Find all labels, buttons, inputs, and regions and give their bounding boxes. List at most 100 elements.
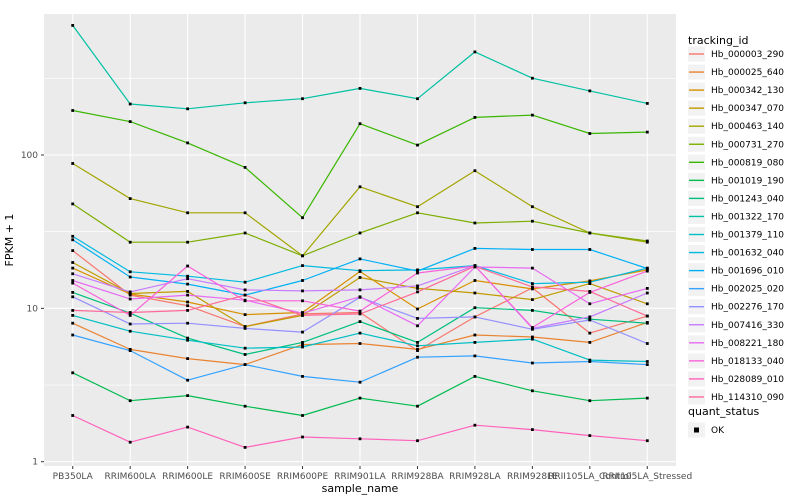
data-point xyxy=(645,102,649,105)
legend-quant-items: OK xyxy=(688,422,725,438)
data-point xyxy=(186,293,189,297)
data-point xyxy=(416,143,419,147)
legend-item-label: Hb_000731_270 xyxy=(711,140,784,150)
data-point xyxy=(358,122,362,126)
data-point xyxy=(301,279,304,282)
data-point xyxy=(71,234,75,238)
data-point xyxy=(186,321,189,325)
data-point xyxy=(186,378,189,382)
data-point xyxy=(301,341,304,344)
data-point xyxy=(358,309,362,313)
data-point xyxy=(416,205,419,209)
data-point xyxy=(588,341,592,344)
data-point xyxy=(301,289,304,293)
data-point xyxy=(71,309,75,312)
data-point xyxy=(531,266,534,270)
legend-item-label: Hb_000342_130 xyxy=(711,86,784,96)
data-point xyxy=(416,307,419,311)
data-point xyxy=(301,216,304,220)
data-point xyxy=(301,97,304,101)
x-axis-title: sample_name xyxy=(322,482,399,495)
data-point xyxy=(358,269,362,273)
data-point xyxy=(243,327,247,330)
legend-item: Hb_000463_140 xyxy=(688,118,784,134)
data-point xyxy=(473,264,477,268)
data-point xyxy=(531,282,534,285)
legend-item-label: Hb_018133_040 xyxy=(711,357,784,367)
y-axis-title: FPKM + 1 xyxy=(3,214,16,267)
data-point xyxy=(358,331,362,335)
data-point xyxy=(71,314,75,317)
major-gridlines xyxy=(44,14,676,466)
legend-items: Hb_000003_290 Hb_000025_640 Hb_000342_130 H… xyxy=(688,46,784,405)
data-point xyxy=(588,302,592,306)
data-point xyxy=(243,299,247,303)
data-point xyxy=(645,363,649,366)
data-point xyxy=(473,116,477,119)
data-point xyxy=(358,437,362,441)
data-point xyxy=(71,281,75,285)
legend-title-quant-status: quant_status xyxy=(688,405,760,418)
data-point xyxy=(71,272,75,276)
data-point xyxy=(186,394,189,397)
data-point xyxy=(301,314,304,317)
data-point xyxy=(243,293,247,297)
x-tick-label: RRIM928LA xyxy=(449,472,501,482)
data-point xyxy=(531,428,534,431)
data-point xyxy=(358,295,362,299)
data-point xyxy=(645,439,649,443)
data-point xyxy=(473,221,477,225)
data-point xyxy=(358,380,362,384)
data-point xyxy=(473,279,477,282)
data-point xyxy=(588,399,592,403)
data-point xyxy=(301,264,304,267)
data-point xyxy=(243,231,247,235)
data-point xyxy=(473,50,477,54)
y-tick-label: 10 xyxy=(27,304,39,314)
legend-item-label: Hb_007416_330 xyxy=(711,321,784,331)
legend-item: Hb_000347_070 xyxy=(688,100,784,116)
data-point xyxy=(473,291,477,295)
legend-item: Hb_001696_010 xyxy=(688,263,784,279)
legend-item: Hb_001322_170 xyxy=(688,208,784,224)
data-point xyxy=(243,353,247,356)
data-point xyxy=(358,312,362,316)
data-point xyxy=(588,360,592,363)
data-point xyxy=(645,267,649,270)
legend-item: Hb_002276_170 xyxy=(688,299,784,315)
data-point xyxy=(416,211,419,215)
data-point xyxy=(301,299,304,303)
data-point xyxy=(301,345,304,349)
data-point xyxy=(186,336,189,340)
legend-item-label: Hb_000025_640 xyxy=(711,68,784,78)
data-point xyxy=(186,309,189,312)
x-tick-label: RRIM928BA xyxy=(391,472,444,482)
data-point xyxy=(71,321,75,325)
data-point xyxy=(531,287,534,291)
data-point xyxy=(473,341,477,344)
legend-item-label: Hb_001322_170 xyxy=(711,212,784,222)
data-point xyxy=(416,97,419,101)
data-point xyxy=(301,343,304,346)
legend-item-label: Hb_001379_110 xyxy=(711,231,784,241)
data-point xyxy=(358,288,362,292)
x-tick-label: RRII105LA_Stressed xyxy=(602,472,692,482)
data-point xyxy=(531,309,534,312)
data-point xyxy=(243,101,247,105)
data-point xyxy=(645,314,649,318)
data-point xyxy=(128,311,132,314)
data-point xyxy=(71,295,75,299)
data-point xyxy=(128,102,132,106)
data-point xyxy=(301,375,304,378)
data-point xyxy=(531,326,534,329)
data-point xyxy=(416,439,419,443)
data-point xyxy=(243,363,247,366)
data-point xyxy=(473,333,477,337)
data-point xyxy=(358,276,362,279)
data-point xyxy=(588,434,592,437)
data-point xyxy=(301,414,304,417)
data-point xyxy=(588,280,592,284)
legend-item-label: Hb_002025_020 xyxy=(711,285,784,295)
